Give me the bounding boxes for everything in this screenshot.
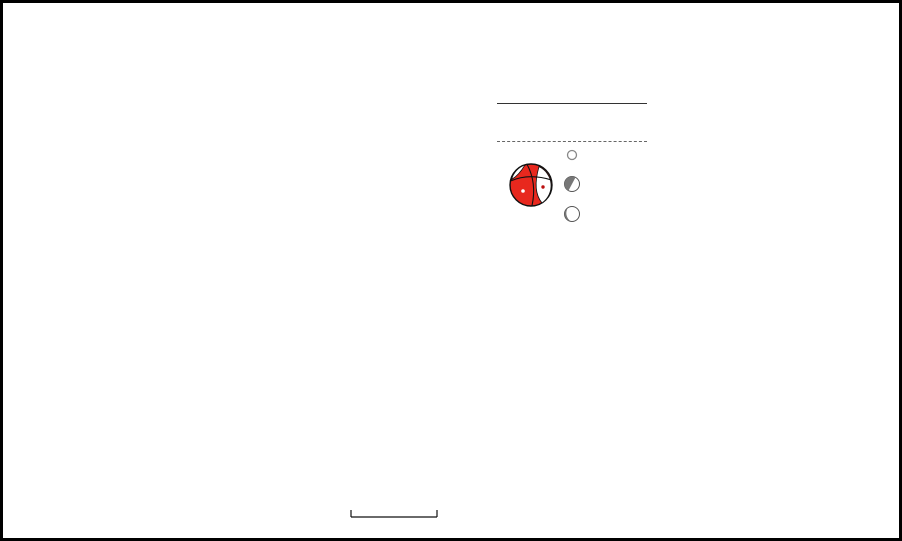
- misfit-reduction-plot: [643, 55, 902, 225]
- clvd-row: [563, 205, 663, 223]
- plane1-row: [497, 104, 647, 121]
- dc-icon: [564, 176, 580, 192]
- fault-plane-table: [497, 86, 647, 142]
- plane2-row: [497, 121, 647, 138]
- focal-mechanism-beachball: [509, 163, 553, 207]
- table-rule: [497, 103, 647, 104]
- location-row: [497, 26, 669, 38]
- time-scalebar: [350, 510, 438, 518]
- iso-row: [563, 145, 663, 163]
- best-fit-panel: [497, 17, 669, 222]
- p-axis-dot: [521, 189, 525, 193]
- station-map: [653, 213, 902, 539]
- fault-plane-header: [497, 86, 647, 103]
- iso-icon: [566, 149, 578, 161]
- decomposition-list: [563, 145, 663, 235]
- dc-row: [563, 175, 663, 193]
- t-axis-dot: [541, 185, 545, 189]
- table-rule-dashed: [497, 141, 647, 142]
- clvd-icon: [564, 206, 580, 222]
